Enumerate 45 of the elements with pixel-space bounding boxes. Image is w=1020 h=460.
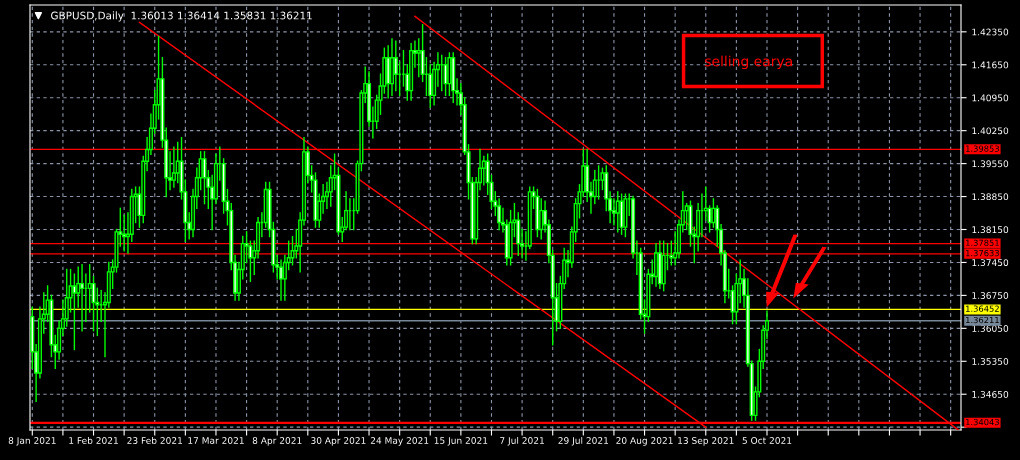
x-tick-label: 17 Mar 2021 (188, 437, 244, 444)
y-tick-label: 1.39550 (972, 160, 1009, 168)
candlestick (416, 38, 421, 78)
candlestick (539, 198, 544, 240)
x-tick-label: 29 Jul 2021 (558, 436, 609, 446)
y-tick-label: 1.42350 (972, 28, 1009, 36)
candlestick (171, 146, 176, 188)
candlestick (669, 240, 674, 266)
x-tick-label: 24 May 2021 (370, 437, 429, 446)
x-tick-label: 23 Feb 2021 (127, 436, 182, 444)
annotation: selling earya (705, 55, 792, 70)
ref-line-label: 1.34043 (966, 418, 999, 426)
x-tick-label: 7 Jul 2021 (500, 436, 544, 446)
x-tick-label: 8 Jan 2021 (8, 437, 56, 446)
x-tick-label: 5 Oct 2021 (742, 437, 792, 444)
ref-line-label: 1.36452 (966, 305, 999, 312)
x-tick-label: 30 Apr 2021 (311, 437, 366, 446)
text: GBPUSD,Daily 1.36013 1.36414 1.35831 1.36211 (51, 11, 312, 22)
ref-line-label: 1.37851 (966, 239, 999, 246)
y-tick-label: 1.38850 (972, 193, 1009, 201)
x-tick-label: 20 Aug 2021 (616, 437, 673, 446)
candlestick (202, 151, 207, 205)
y-tick-label: 1.36750 (972, 292, 1009, 299)
candlestick (72, 273, 77, 351)
ref-line-label: 1.39853 (966, 145, 999, 152)
x-tick-label: 13 Sep 2021 (678, 437, 734, 446)
candlestick (653, 242, 659, 287)
candlestick (393, 40, 398, 92)
ref-line-label: 1.37633 (966, 249, 999, 257)
x-tick-label: 1 Feb 2021 (69, 436, 118, 444)
y-tick-label: 1.40950 (972, 94, 1009, 102)
y-tick-label: 1.35350 (972, 358, 1009, 365)
x-tick-label: 15 Jun 2021 (434, 437, 488, 446)
candlestick (711, 198, 716, 228)
y-tick-label: 1.36050 (972, 325, 1009, 332)
y-tick-label: 1.34650 (972, 390, 1009, 398)
candlestick (278, 259, 284, 301)
y-tick-label: 1.41650 (972, 61, 1009, 69)
y-tick-label: 1.38150 (972, 226, 1009, 234)
candlestick (615, 191, 620, 233)
ref-line-label: 1.36211 (966, 316, 999, 324)
x-tick-label: 8 Apr 2021 (252, 437, 302, 446)
candlestick (80, 264, 85, 332)
y-tick-label: 1.40250 (972, 127, 1009, 135)
y-tick-label: 1.37450 (972, 259, 1009, 267)
